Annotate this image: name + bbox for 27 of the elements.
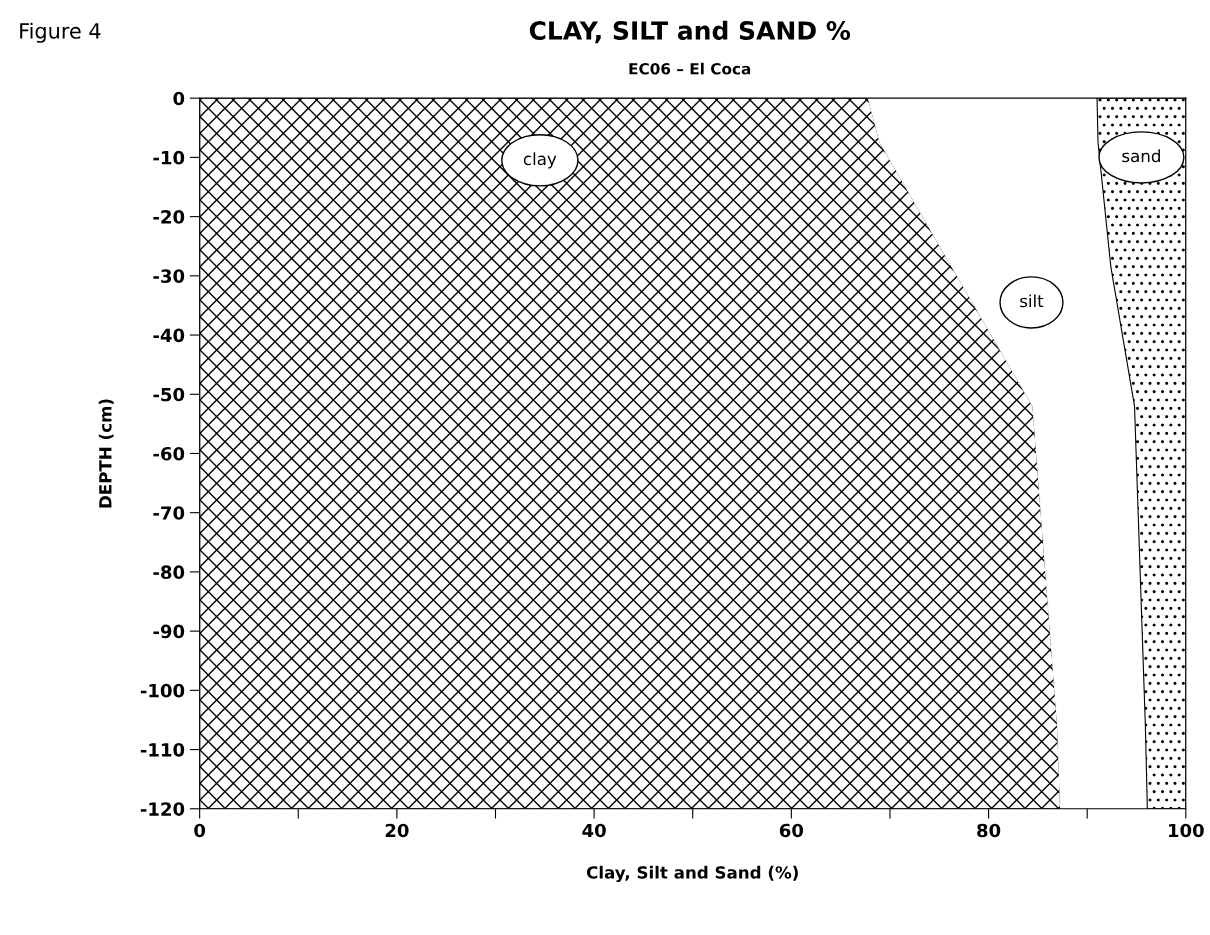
y-tick-label: -10 bbox=[153, 150, 185, 165]
x-tick-label: 40 bbox=[582, 823, 606, 838]
y-tick-label: -20 bbox=[153, 210, 185, 224]
y-tick-label: -120 bbox=[140, 802, 185, 816]
y-tick-label: -110 bbox=[140, 743, 185, 757]
series-label: clay bbox=[523, 152, 557, 169]
y-tick-label: -50 bbox=[153, 387, 185, 402]
y-tick-label: 0 bbox=[173, 91, 185, 106]
series-label: sand bbox=[1122, 149, 1160, 163]
y-tick-label: -60 bbox=[153, 446, 185, 461]
x-tick-label: 80 bbox=[977, 823, 1001, 838]
y-tick-label: -30 bbox=[153, 269, 185, 283]
y-tick-label: -80 bbox=[153, 565, 185, 580]
chart-subtitle: EC06 – El Coca bbox=[629, 62, 751, 75]
y-tick-label: -40 bbox=[153, 328, 185, 343]
series-label: silt bbox=[1020, 294, 1044, 308]
chart-title: CLAY, SILT and SAND % bbox=[529, 20, 851, 44]
x-tick-label: 100 bbox=[1168, 823, 1204, 838]
caption: Figure 4 bbox=[20, 22, 101, 43]
y-tick-label: -100 bbox=[140, 683, 185, 698]
y-axis-title: DEPTH (cm) bbox=[98, 399, 114, 508]
x-tick-label: 60 bbox=[779, 823, 804, 838]
x-tick-label: 0 bbox=[194, 823, 206, 838]
x-axis-title: Clay, Silt and Sand (%) bbox=[586, 865, 798, 883]
x-tick-label: 20 bbox=[385, 823, 409, 838]
y-tick-label: -90 bbox=[153, 624, 185, 639]
y-tick-label: -70 bbox=[153, 506, 185, 520]
